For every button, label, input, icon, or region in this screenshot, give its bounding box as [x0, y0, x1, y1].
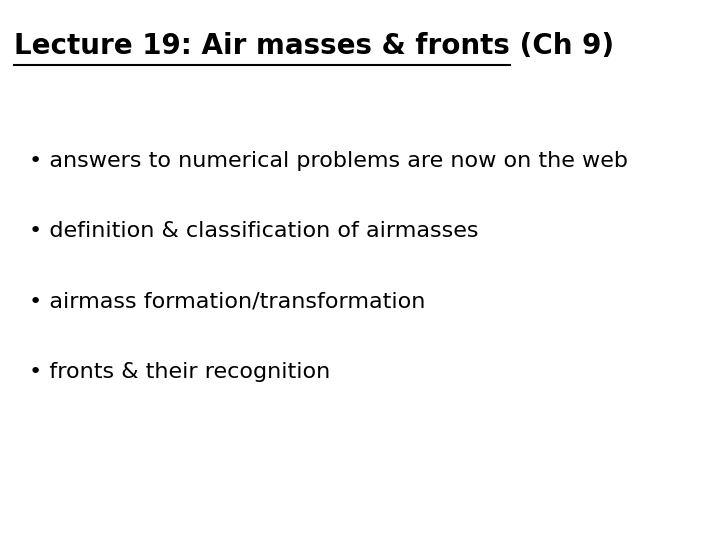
Text: Lecture 19: Air masses & fronts (Ch 9): Lecture 19: Air masses & fronts (Ch 9): [0, 539, 1, 540]
Text: (Ch 9): (Ch 9): [510, 32, 614, 60]
Text: • definition & classification of airmasses: • definition & classification of airmass…: [29, 221, 478, 241]
Text: Lecture 19: Air masses & fronts: Lecture 19: Air masses & fronts: [14, 32, 510, 60]
Text: • fronts & their recognition: • fronts & their recognition: [29, 362, 330, 382]
Text: • answers to numerical problems are now on the web: • answers to numerical problems are now …: [29, 151, 628, 171]
Text: • airmass formation/transformation: • airmass formation/transformation: [29, 292, 426, 312]
